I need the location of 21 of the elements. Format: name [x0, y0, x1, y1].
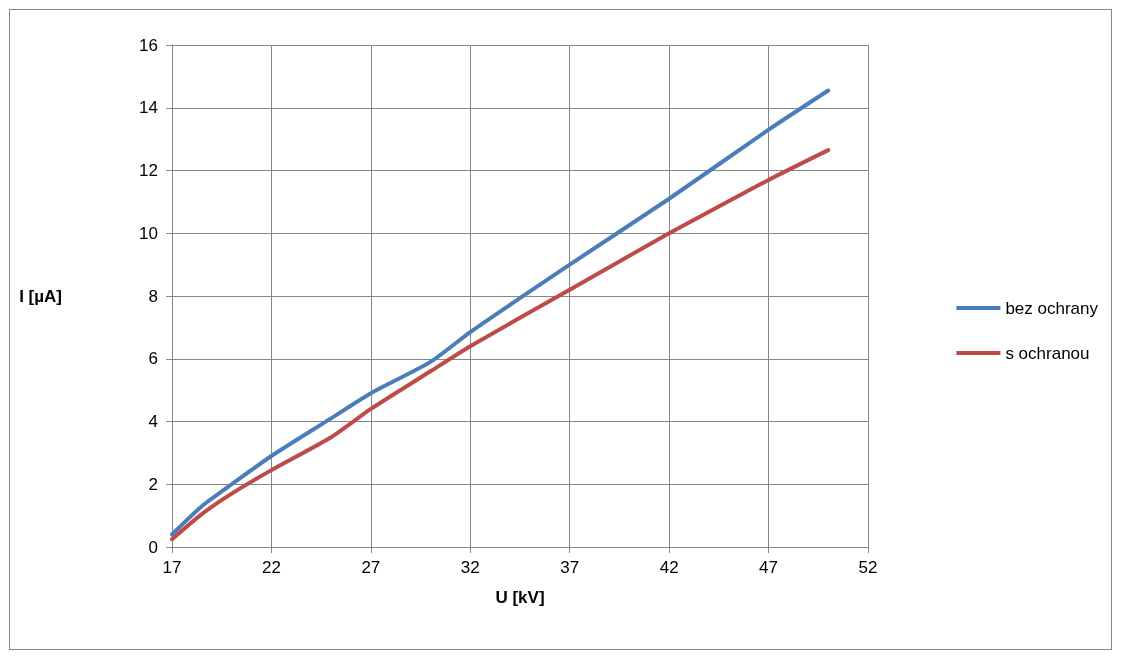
x-tick-label: 32: [460, 558, 480, 577]
y-axis-title: I [µA]: [19, 286, 62, 306]
y-tick-label: 6: [148, 349, 158, 369]
y-tick-label: 10: [139, 223, 158, 243]
legend-label: bez ochrany: [1005, 298, 1099, 318]
x-tick-label: 17: [162, 558, 182, 577]
x-tick-label: 22: [261, 558, 281, 577]
y-tick-label: 12: [139, 161, 158, 180]
y-tick-label: 16: [139, 35, 158, 55]
y-tick-label: 2: [148, 474, 158, 494]
y-tick-label: 4: [148, 412, 158, 431]
y-tick-label: 14: [139, 98, 158, 118]
legend-label: s ochranou: [1005, 343, 1090, 363]
x-tick-label: 27: [361, 558, 381, 577]
y-tick-label: 0: [148, 537, 158, 557]
x-tick-label: 47: [759, 558, 779, 577]
x-tick-label: 42: [659, 558, 679, 577]
x-tick-label: 37: [560, 558, 580, 577]
x-axis-title: U [kV]: [495, 588, 545, 607]
x-tick-label: 52: [858, 558, 878, 577]
y-tick-label: 8: [148, 286, 158, 306]
